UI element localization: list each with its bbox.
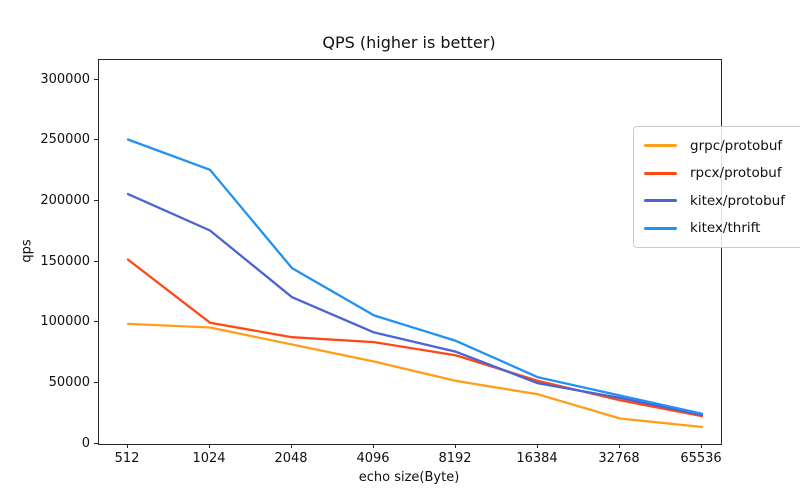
series-lines-svg xyxy=(126,138,704,429)
y-tick-mark xyxy=(94,381,98,383)
legend-item: grpc/protobuf xyxy=(644,132,799,160)
legend-line-sample xyxy=(644,199,677,203)
legend-label: grpc/protobuf xyxy=(690,137,783,154)
plot-area: grpc/protobuf rpcx/protobuf kitex/protob… xyxy=(98,59,800,445)
x-tick-label: 1024 xyxy=(192,451,226,466)
legend: grpc/protobuf rpcx/protobuf kitex/protob… xyxy=(633,126,800,248)
y-tick-label: 150000 xyxy=(40,253,90,269)
x-tick-label: 4096 xyxy=(356,451,390,466)
y-tick-mark xyxy=(94,78,98,80)
y-tick-label: 200000 xyxy=(40,192,90,208)
legend-item: rpcx/protobuf xyxy=(644,160,799,188)
x-tick-mark xyxy=(290,444,292,448)
x-tick-mark xyxy=(700,444,702,448)
y-tick-label: 100000 xyxy=(40,314,90,330)
legend-line-sample xyxy=(644,171,677,175)
y-tick-label: 0 xyxy=(81,435,90,451)
y-tick-mark xyxy=(94,199,98,201)
x-tick-label: 512 xyxy=(114,451,140,466)
y-tick-label: 300000 xyxy=(40,71,90,87)
y-tick-mark xyxy=(94,260,98,262)
x-axis-label: echo size(Byte) xyxy=(358,470,460,485)
x-tick-mark xyxy=(618,444,620,448)
legend-item: kitex/thrift xyxy=(644,215,799,243)
legend-item: kitex/protobuf xyxy=(644,187,799,215)
x-tick-label: 65536 xyxy=(680,451,722,466)
y-tick-mark xyxy=(94,442,98,444)
y-tick-label: 250000 xyxy=(40,132,90,148)
x-tick-mark xyxy=(372,444,374,448)
x-tick-label: 32768 xyxy=(598,451,640,466)
legend-label: kitex/thrift xyxy=(690,220,761,237)
y-tick-label: 50000 xyxy=(48,374,90,390)
legend-line-sample xyxy=(644,144,677,148)
x-tick-mark xyxy=(208,444,210,448)
x-tick-mark xyxy=(536,444,538,448)
x-tick-label: 16384 xyxy=(516,451,558,466)
series-line-rpcx-protobuf xyxy=(126,258,704,418)
y-tick-mark xyxy=(94,321,98,323)
legend-label: rpcx/protobuf xyxy=(690,165,782,182)
series-line-kitex-protobuf xyxy=(126,192,704,417)
x-tick-label: 2048 xyxy=(274,451,308,466)
series-line-grpc-protobuf xyxy=(126,322,704,429)
y-tick-mark xyxy=(94,139,98,141)
legend-label: kitex/protobuf xyxy=(690,192,785,209)
x-tick-mark xyxy=(126,444,128,448)
x-tick-mark xyxy=(454,444,456,448)
series-line-kitex-thrift xyxy=(126,138,704,415)
x-tick-label: 8192 xyxy=(438,451,472,466)
legend-line-sample xyxy=(644,226,677,230)
chart-title: QPS (higher is better) xyxy=(322,33,496,52)
